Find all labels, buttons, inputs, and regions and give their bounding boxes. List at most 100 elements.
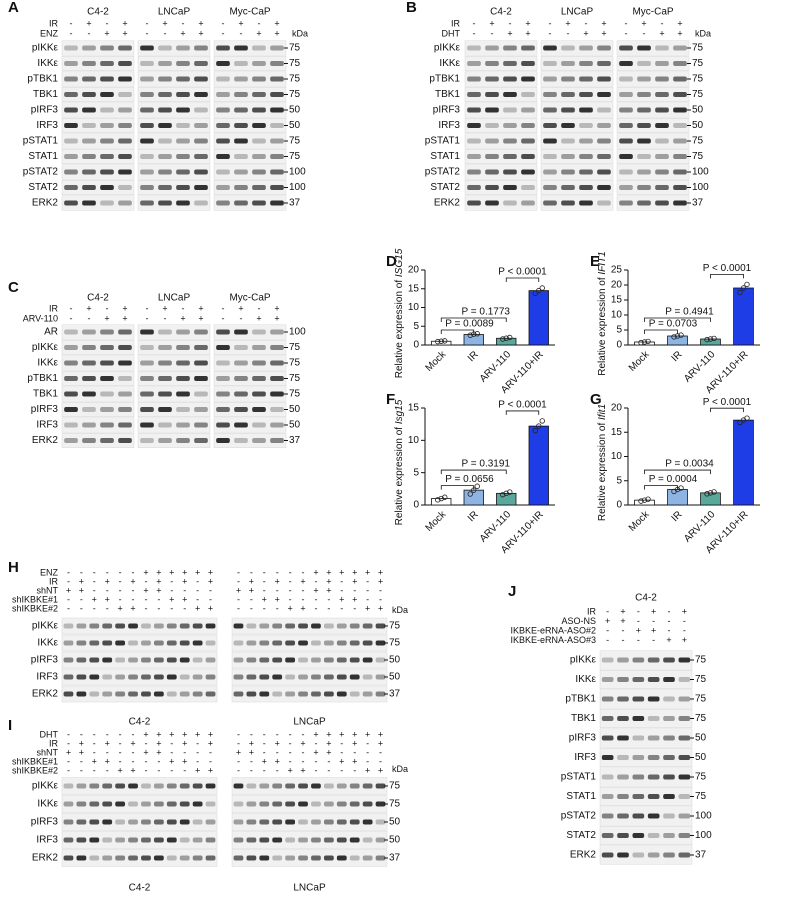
blot-band [259,657,270,663]
blot-strip [599,650,693,670]
blot-band [118,92,132,97]
blot-band [140,422,154,428]
blot-band [272,657,283,663]
blot-band [678,794,691,799]
blot-band [579,169,593,175]
p-value: P = 0.4941 [665,307,714,318]
blot-band [637,76,651,82]
blot-band [158,185,172,190]
marker-label: 50 [389,817,401,828]
condition-sign: - [263,567,266,577]
condition-sign: - [302,747,305,757]
p-value: P = 0.0004 [649,474,698,485]
condition-sign: - [289,585,292,595]
condition-sign: - [250,603,253,613]
blot-band [362,801,373,807]
blot-strip [599,728,693,748]
blot-band [140,138,154,144]
blot-band [467,123,481,128]
condition-sign: + [274,303,279,313]
blot-band [158,169,172,175]
blot-band [100,360,114,366]
blot-band [678,677,691,682]
blot-band [179,801,190,807]
blot-band [141,855,151,861]
marker-label: 75 [692,151,704,162]
blot-band [285,674,296,680]
x-tick-label: IR [466,509,481,524]
data-point [435,497,441,503]
blot-band [272,837,283,843]
blot-band [82,138,96,144]
blot-band [601,794,614,799]
blot-band [252,76,266,82]
band-label: pIRF3 [31,105,59,116]
condition-sign: - [222,313,225,323]
blot-band [234,200,248,206]
condition-sign: - [250,729,253,739]
blot-band [153,801,164,807]
x-tick-label: Mock [627,349,652,374]
blot-band [663,716,675,721]
condition-sign: - [93,729,96,739]
blot-band [561,107,575,113]
band-label: pIKKε [32,621,59,632]
band-label: pIRF3 [31,404,59,415]
blot-band [82,376,96,381]
blot-band [76,855,87,861]
blot-band [100,45,114,51]
data-point [707,336,714,342]
condition-sign: - [119,747,122,757]
blot-band [270,45,284,51]
condition-sign: - [93,747,96,757]
blot-band [194,154,208,159]
marker-label: 75 [289,151,301,162]
condition-sign: + [339,729,344,739]
blot-band [663,813,675,819]
blot-band [673,200,687,206]
blot-strip [137,402,211,417]
blot-band [153,783,164,789]
blot-band [194,185,208,190]
blot-strip [540,195,614,211]
blot-band [100,407,114,412]
marker-label: 75 [289,136,301,147]
blot-band [194,360,208,366]
condition-sign: - [119,576,122,586]
blot-strip [61,180,135,195]
blot-band [100,92,114,97]
blot-band [375,801,386,807]
condition-sign: + [182,756,187,766]
condition-sign: - [606,625,609,635]
blot-strip [61,118,135,133]
condition-sign: + [300,576,305,586]
condition-sign: + [79,576,84,586]
band-label: ERK2 [434,198,461,209]
blot-band [503,76,517,82]
blot-band [597,154,611,159]
condition-sign: + [104,313,109,323]
blot-band [179,640,190,646]
comparison-bracket [440,485,475,490]
condition-sign: - [340,747,343,757]
condition-sign: - [289,747,292,757]
condition-sign: - [67,729,70,739]
blot-band [82,329,96,335]
condition-sign: + [601,28,606,38]
condition-sign: - [80,594,83,604]
blot-strip [137,118,211,133]
y-tick-label: 20 [408,265,420,276]
marker-label: 75 [695,674,707,685]
bar [496,492,517,506]
x-tick-label: Mock [424,349,449,374]
y-tick-label: 10 [408,302,420,313]
blot-band [673,169,687,175]
cell-line-label: LNCaP [293,883,326,894]
condition-sign: - [183,765,186,775]
blot-band [272,783,283,789]
band-label: pTBK1 [565,694,596,705]
condition-sign: - [157,594,160,604]
blot-band [619,61,633,66]
condition-sign: + [659,28,664,38]
condition-sign: + [275,594,280,604]
